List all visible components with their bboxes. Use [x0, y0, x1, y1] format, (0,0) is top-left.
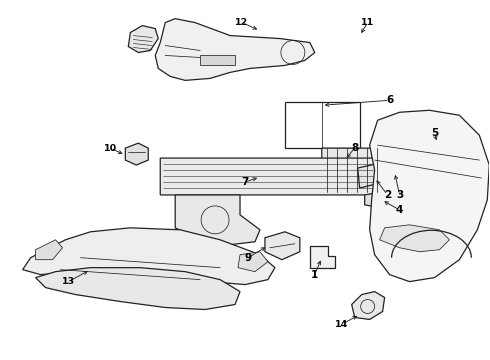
- Polygon shape: [175, 195, 260, 245]
- Polygon shape: [390, 155, 412, 170]
- Polygon shape: [125, 143, 148, 165]
- Text: 13: 13: [62, 277, 75, 286]
- Polygon shape: [36, 240, 63, 260]
- Text: 3: 3: [396, 190, 403, 200]
- Polygon shape: [23, 228, 275, 285]
- Polygon shape: [358, 162, 397, 188]
- Text: 7: 7: [241, 177, 249, 187]
- Polygon shape: [265, 232, 300, 260]
- Polygon shape: [128, 26, 158, 53]
- Polygon shape: [155, 19, 315, 80]
- Text: 14: 14: [335, 320, 348, 329]
- Polygon shape: [352, 292, 385, 319]
- Text: 12: 12: [235, 18, 248, 27]
- Text: 5: 5: [431, 128, 438, 138]
- Polygon shape: [310, 246, 335, 268]
- Text: 1: 1: [311, 270, 318, 280]
- Polygon shape: [380, 225, 449, 252]
- Polygon shape: [365, 192, 390, 208]
- Text: 8: 8: [351, 143, 358, 153]
- Text: 10: 10: [104, 144, 117, 153]
- Polygon shape: [285, 102, 360, 148]
- Polygon shape: [427, 133, 447, 155]
- Polygon shape: [200, 55, 235, 66]
- Polygon shape: [369, 110, 490, 282]
- Text: 6: 6: [386, 95, 393, 105]
- Text: 2: 2: [384, 190, 391, 200]
- Polygon shape: [238, 252, 268, 272]
- Text: 11: 11: [361, 18, 374, 27]
- Text: 4: 4: [396, 205, 403, 215]
- Polygon shape: [322, 148, 399, 200]
- Polygon shape: [36, 268, 240, 310]
- Polygon shape: [160, 158, 399, 195]
- Text: 9: 9: [245, 253, 251, 263]
